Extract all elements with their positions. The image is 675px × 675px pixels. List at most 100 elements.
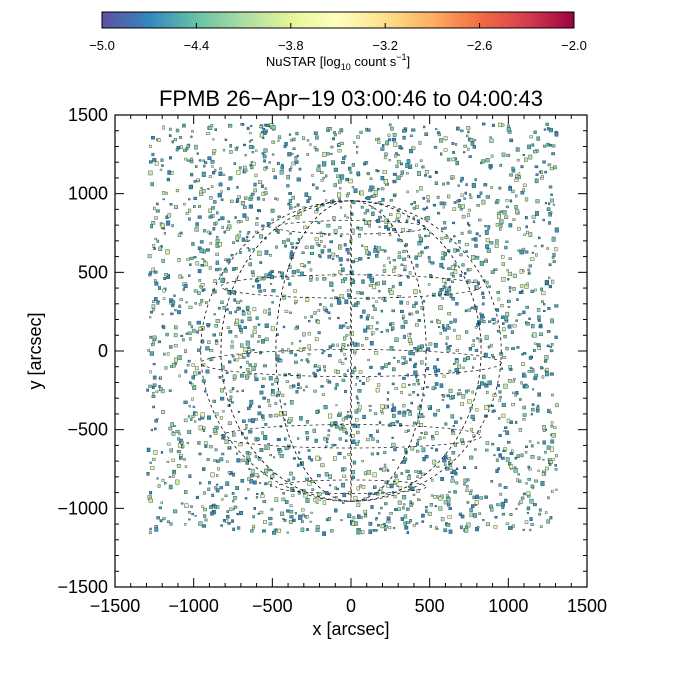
count-pixel xyxy=(527,370,531,373)
count-pixel xyxy=(492,123,495,127)
count-pixel xyxy=(396,159,401,164)
count-pixel xyxy=(540,244,544,248)
count-pixel xyxy=(551,393,555,397)
count-pixel xyxy=(185,147,189,151)
count-pixel xyxy=(391,491,395,494)
count-pixel xyxy=(326,437,329,440)
count-pixel xyxy=(408,271,412,275)
count-pixel xyxy=(547,408,551,413)
count-pixel xyxy=(290,166,293,169)
count-pixel xyxy=(360,291,364,295)
count-pixel xyxy=(354,409,359,414)
count-pixel xyxy=(258,289,263,293)
count-pixel xyxy=(378,225,381,229)
count-pixel xyxy=(236,186,239,189)
count-pixel xyxy=(554,335,558,339)
count-pixel xyxy=(185,332,188,335)
count-pixel xyxy=(338,359,342,363)
count-pixel xyxy=(385,492,389,495)
count-pixel xyxy=(443,500,448,505)
count-pixel xyxy=(548,221,551,225)
count-pixel xyxy=(387,227,390,231)
count-pixel xyxy=(373,245,377,249)
count-pixel xyxy=(281,497,286,502)
count-pixel xyxy=(248,468,251,470)
count-pixel xyxy=(548,263,552,267)
count-pixel xyxy=(537,392,541,397)
count-pixel xyxy=(150,182,155,187)
count-pixel xyxy=(369,409,372,412)
count-pixel xyxy=(347,192,350,195)
count-pixel xyxy=(413,370,418,376)
count-pixel xyxy=(501,277,506,282)
count-pixel xyxy=(409,500,412,504)
count-pixel xyxy=(376,429,379,433)
count-pixel xyxy=(356,398,359,401)
count-pixel xyxy=(466,522,471,528)
count-pixel xyxy=(344,357,347,361)
count-pixel xyxy=(212,149,217,153)
count-pixel xyxy=(381,197,385,202)
count-pixel xyxy=(274,402,278,405)
count-pixel xyxy=(315,409,319,414)
count-pixel xyxy=(343,277,348,281)
count-pixel xyxy=(464,528,469,533)
count-pixel xyxy=(302,389,306,392)
count-pixel xyxy=(360,516,364,519)
count-pixel xyxy=(376,321,379,325)
count-pixel xyxy=(358,234,361,238)
count-pixel xyxy=(262,396,267,400)
count-pixel xyxy=(483,320,486,324)
count-pixel xyxy=(498,399,502,402)
count-pixel xyxy=(481,302,485,306)
count-pixel xyxy=(271,125,276,130)
count-pixel xyxy=(428,342,433,346)
count-pixel xyxy=(498,434,502,437)
count-pixel xyxy=(272,531,277,535)
count-pixel xyxy=(310,251,314,255)
count-pixel xyxy=(442,206,445,209)
count-pixel xyxy=(211,165,214,168)
count-pixel xyxy=(191,513,195,516)
count-pixel xyxy=(401,228,405,232)
count-pixel xyxy=(189,263,192,266)
count-pixel xyxy=(470,428,473,432)
count-pixel xyxy=(481,199,486,205)
count-pixel xyxy=(435,448,439,452)
count-pixel xyxy=(203,467,206,470)
count-pixel xyxy=(305,385,308,389)
count-pixel xyxy=(384,502,388,506)
count-pixel xyxy=(277,135,282,140)
count-pixel xyxy=(228,311,232,315)
count-pixel xyxy=(546,445,551,450)
count-pixel xyxy=(352,460,356,465)
count-pixel xyxy=(366,296,370,301)
count-pixel xyxy=(544,202,547,205)
count-pixel xyxy=(398,281,403,286)
count-pixel xyxy=(418,236,423,242)
count-pixel xyxy=(169,203,173,206)
count-pixel xyxy=(255,217,259,220)
count-pixel xyxy=(160,158,164,162)
count-pixel xyxy=(277,215,281,219)
count-pixel xyxy=(436,358,440,361)
count-pixel xyxy=(417,319,421,322)
count-pixel xyxy=(361,244,364,247)
count-pixel xyxy=(314,237,319,241)
count-pixel xyxy=(489,136,492,139)
count-pixel xyxy=(500,304,504,308)
count-pixel xyxy=(170,171,174,175)
count-pixel xyxy=(425,170,430,174)
count-pixel xyxy=(402,317,405,320)
count-pixel xyxy=(204,441,208,445)
count-pixel xyxy=(450,265,456,270)
count-pixel xyxy=(292,384,296,388)
count-pixel xyxy=(455,143,458,146)
count-pixel xyxy=(460,193,464,197)
count-pixel xyxy=(213,279,217,283)
count-pixel xyxy=(247,350,251,353)
count-pixel xyxy=(338,324,344,329)
count-pixel xyxy=(434,181,438,185)
count-pixel xyxy=(331,289,335,292)
count-pixel xyxy=(194,412,198,416)
